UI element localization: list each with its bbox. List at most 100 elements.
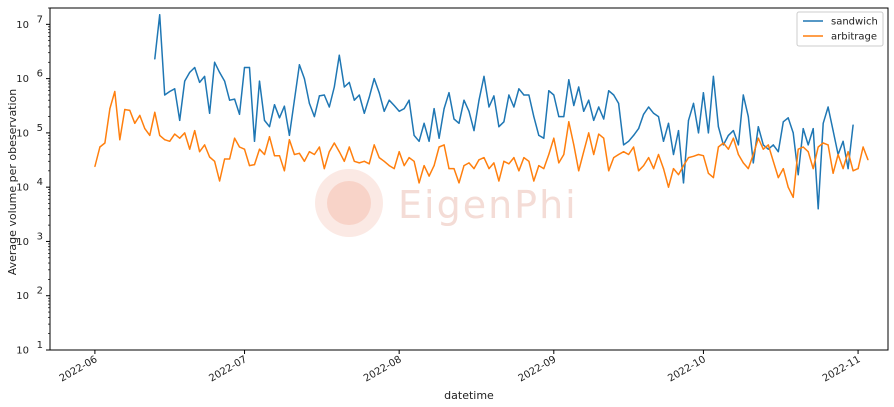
- data-point-sandwich: [822, 122, 824, 124]
- data-point-sandwich: [563, 116, 565, 118]
- data-point-arbitrage: [303, 160, 305, 162]
- x-tick-label: 2022-09: [517, 354, 559, 384]
- data-point-sandwich: [508, 94, 510, 96]
- data-point-arbitrage: [677, 174, 680, 176]
- data-point-arbitrage: [548, 153, 550, 156]
- data-point-arbitrage: [293, 153, 295, 156]
- data-point-arbitrage: [787, 186, 789, 188]
- data-point-arbitrage: [867, 159, 869, 161]
- y-tick-label: 10: [16, 346, 29, 357]
- data-point-sandwich: [363, 112, 365, 114]
- data-point-arbitrage: [493, 162, 495, 164]
- data-point-arbitrage: [648, 157, 650, 159]
- data-point-arbitrage: [243, 148, 246, 150]
- data-point-sandwich: [568, 79, 570, 81]
- data-point-arbitrage: [528, 160, 530, 162]
- data-point-sandwich: [488, 106, 490, 108]
- data-point-arbitrage: [433, 165, 435, 167]
- data-point-arbitrage: [398, 151, 400, 153]
- data-point-sandwich: [403, 108, 405, 110]
- data-point-arbitrage: [388, 165, 390, 167]
- data-point-sandwich: [194, 66, 196, 69]
- data-point-sandwich: [657, 116, 660, 118]
- data-point-arbitrage: [273, 155, 276, 157]
- y-tick-exponent: 2: [37, 286, 43, 297]
- data-point-sandwich: [209, 112, 211, 114]
- data-point-sandwich: [433, 108, 435, 110]
- data-point-sandwich: [493, 95, 495, 97]
- data-point-arbitrage: [99, 146, 101, 148]
- data-point-sandwich: [692, 102, 695, 104]
- data-point-arbitrage: [772, 160, 774, 162]
- data-point-sandwich: [438, 137, 440, 139]
- data-point-arbitrage: [343, 160, 345, 162]
- data-point-sandwich: [393, 104, 395, 107]
- data-point-arbitrage: [503, 160, 505, 162]
- data-point-arbitrage: [757, 137, 759, 139]
- data-point-arbitrage: [643, 165, 645, 167]
- data-point-sandwich: [258, 80, 261, 82]
- data-point-sandwich: [702, 92, 705, 94]
- data-point-sandwich: [757, 126, 759, 128]
- data-point-arbitrage: [712, 177, 715, 179]
- data-point-arbitrage: [114, 90, 116, 93]
- data-point-sandwich: [443, 108, 445, 110]
- data-point-arbitrage: [209, 156, 211, 158]
- watermark: EigenPhi: [315, 169, 576, 237]
- watermark-logo-inner: [327, 181, 371, 225]
- data-point-arbitrage: [353, 160, 355, 162]
- data-point-sandwich: [682, 182, 685, 184]
- data-point-sandwich: [578, 86, 580, 88]
- data-point-arbitrage: [608, 170, 610, 172]
- data-point-sandwich: [373, 78, 375, 80]
- data-point-arbitrage: [229, 158, 231, 160]
- legend-label-arbitrage: arbitrage: [831, 32, 877, 43]
- data-point-arbitrage: [553, 137, 555, 139]
- data-point-sandwich: [248, 66, 251, 69]
- y-tick-label: 10: [16, 183, 29, 194]
- data-point-sandwich: [204, 75, 206, 77]
- data-point-arbitrage: [817, 146, 819, 148]
- data-point-sandwich: [598, 106, 600, 108]
- data-point-sandwich: [283, 105, 285, 107]
- x-axis-label: datetime: [444, 389, 494, 402]
- data-point-arbitrage: [438, 146, 440, 148]
- data-point-sandwich: [807, 144, 809, 146]
- x-axis: 2022-06 2022-07 2022-08 2022-09 2022-10 2022-…: [58, 350, 863, 384]
- data-point-arbitrage: [737, 153, 740, 156]
- data-point-sandwich: [468, 110, 470, 112]
- data-point-arbitrage: [204, 144, 206, 146]
- data-point-arbitrage: [777, 177, 779, 179]
- data-point-arbitrage: [283, 170, 285, 172]
- data-point-arbitrage: [598, 133, 600, 135]
- data-point-arbitrage: [358, 162, 360, 164]
- data-point-sandwich: [313, 116, 315, 118]
- data-point-sandwich: [308, 102, 310, 104]
- data-point-arbitrage: [248, 165, 251, 167]
- data-point-sandwich: [707, 132, 710, 134]
- data-point-arbitrage: [443, 144, 445, 146]
- data-point-arbitrage: [219, 180, 221, 182]
- data-point-arbitrage: [268, 136, 271, 138]
- data-point-arbitrage: [697, 153, 700, 156]
- data-point-sandwich: [817, 208, 819, 210]
- data-point-arbitrage: [418, 182, 420, 184]
- data-point-sandwich: [677, 130, 680, 132]
- data-point-arbitrage: [169, 140, 171, 142]
- data-point-sandwich: [348, 81, 350, 83]
- data-point-arbitrage: [463, 165, 465, 167]
- data-point-arbitrage: [263, 153, 266, 156]
- data-point-sandwich: [727, 134, 730, 136]
- y-tick-label: 10: [16, 291, 29, 302]
- data-point-arbitrage: [149, 134, 151, 136]
- data-point-sandwich: [413, 134, 415, 136]
- data-point-sandwich: [199, 81, 201, 83]
- data-point-arbitrage: [717, 146, 720, 148]
- data-point-arbitrage: [707, 172, 710, 174]
- data-point-arbitrage: [348, 146, 350, 148]
- data-point-sandwich: [573, 104, 575, 107]
- data-point-arbitrage: [518, 170, 520, 172]
- data-point-sandwich: [448, 92, 450, 94]
- data-point-sandwich: [722, 144, 725, 146]
- data-point-arbitrage: [687, 157, 690, 159]
